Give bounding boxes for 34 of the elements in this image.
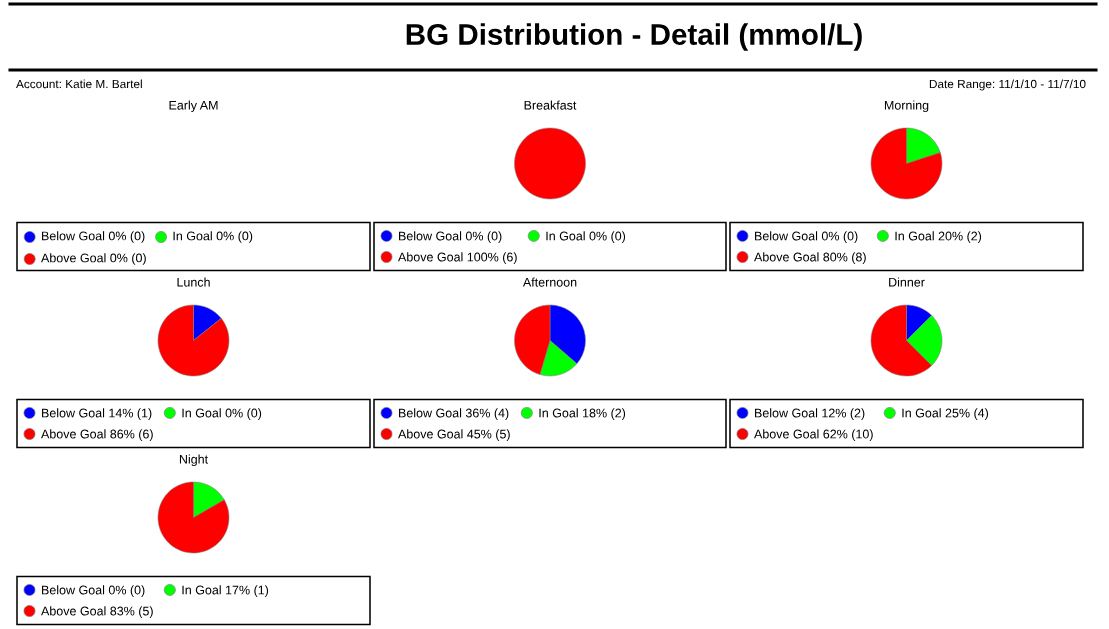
legend-label: In Goal 0% (0) bbox=[546, 231, 626, 243]
text: Account: Katie M. Bartel bbox=[16, 79, 142, 89]
pie-slice bbox=[157, 481, 230, 554]
text: Above Goal 0% (0) bbox=[41, 253, 146, 265]
legend-label: In Goal 25% (4) bbox=[902, 408, 989, 420]
legend-label: In Goal 20% (2) bbox=[895, 231, 982, 243]
legend-label: In Goal 0% (0) bbox=[182, 408, 262, 420]
legend-label: Above Goal 80% (8) bbox=[754, 252, 866, 264]
legend-label: Below Goal 0% (0) bbox=[755, 231, 858, 243]
legend-label: Below Goal 0% (0) bbox=[399, 231, 502, 243]
legend-label: Above Goal 45% (5) bbox=[398, 429, 510, 441]
chart-title: Afternoon bbox=[522, 277, 577, 287]
legend-label: Above Goal 83% (5) bbox=[41, 606, 153, 618]
legend-label: Above Goal 86% (6) bbox=[41, 429, 153, 441]
legend-label: In Goal 18% (2) bbox=[539, 408, 626, 420]
legend-label: Above Goal 100% (6) bbox=[398, 252, 517, 264]
chart-title: Night bbox=[179, 454, 208, 467]
chart-title: Morning bbox=[884, 100, 929, 113]
text: BG Distribution - Detail (mmol/L) bbox=[406, 23, 862, 51]
legend-label: Above Goal 62% (10) bbox=[754, 429, 873, 441]
text: Below Goal 0% (0) bbox=[42, 231, 145, 243]
chart-title: Breakfast bbox=[524, 100, 577, 110]
pie-slice bbox=[870, 127, 943, 200]
legend-label: Below Goal 12% (2) bbox=[755, 408, 865, 420]
legend-label: Below Goal 14% (1) bbox=[42, 408, 152, 420]
text: Early AM bbox=[169, 100, 218, 113]
pie-slice bbox=[157, 304, 230, 377]
text: In Goal 0% (0) bbox=[173, 231, 253, 243]
chart-title: Dinner bbox=[889, 277, 925, 287]
legend-label: In Goal 17% (1) bbox=[182, 585, 269, 597]
legend-label: Below Goal 36% (4) bbox=[399, 408, 509, 420]
text: Date Range: 11/1/10 - 11/7/10 bbox=[929, 79, 1086, 91]
text: Lunch bbox=[177, 277, 210, 287]
category-label: Below Goal 0% (0) bbox=[42, 585, 145, 597]
